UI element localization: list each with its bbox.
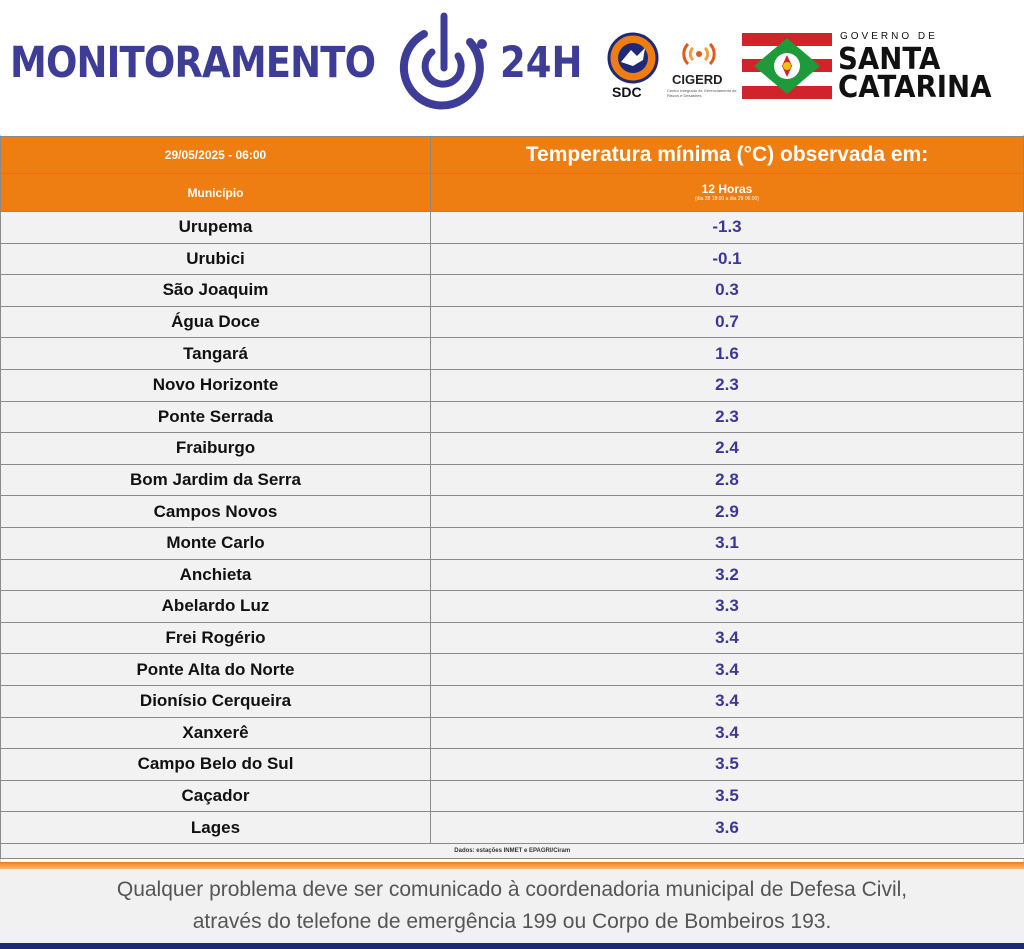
table-row: Monte Carlo 3.1 bbox=[0, 526, 1024, 560]
table-row: Urubici -0.1 bbox=[0, 242, 1024, 276]
table-row: Novo Horizonte 2.3 bbox=[0, 368, 1024, 402]
brand-title: MONITORAMENTO bbox=[10, 38, 376, 88]
cigerd-subtitle: Centro Integrado de Gerenciamento de Ris… bbox=[667, 88, 737, 98]
sdc-label: SDC bbox=[612, 84, 642, 100]
report-date: 29/05/2025 - 06:00 bbox=[0, 136, 431, 174]
municipio-name: Frei Rogério bbox=[0, 621, 431, 655]
table-row: Lages 3.6 bbox=[0, 811, 1024, 844]
temperature-value: 2.9 bbox=[430, 495, 1024, 528]
municipio-name: Ponte Serrada bbox=[0, 400, 431, 434]
temperature-value: 3.4 bbox=[430, 621, 1024, 655]
temperature-value: -1.3 bbox=[430, 211, 1024, 244]
column-header-municipio: Município bbox=[0, 173, 431, 212]
municipio-name: Caçador bbox=[0, 779, 431, 813]
temperature-value: 3.5 bbox=[430, 748, 1024, 781]
footer-notice: Qualquer problema deve ser comunicado à … bbox=[0, 869, 1024, 943]
table-row: Tangará 1.6 bbox=[0, 337, 1024, 370]
sdc-logo-icon bbox=[607, 32, 659, 84]
municipio-name: Campo Belo do Sul bbox=[0, 748, 431, 781]
temperature-value: 3.3 bbox=[430, 590, 1024, 623]
temperature-value: 3.5 bbox=[430, 779, 1024, 813]
municipio-name: Fraiburgo bbox=[0, 432, 431, 465]
temperature-value: 2.3 bbox=[430, 400, 1024, 434]
municipio-name: Urupema bbox=[0, 211, 431, 244]
orange-divider bbox=[0, 862, 1024, 869]
table-row: Ponte Serrada 2.3 bbox=[0, 400, 1024, 434]
temperature-value: 2.3 bbox=[430, 368, 1024, 402]
temperature-value: 2.4 bbox=[430, 432, 1024, 465]
municipio-name: Abelardo Luz bbox=[0, 590, 431, 623]
temperature-value: 0.3 bbox=[430, 274, 1024, 307]
table-row: Anchieta 3.2 bbox=[0, 558, 1024, 592]
temperature-value: 3.4 bbox=[430, 716, 1024, 750]
temperature-value: 3.4 bbox=[430, 653, 1024, 686]
data-source-note: Dados: estações INMET e EPAGRI/Ciram bbox=[0, 842, 1024, 859]
temperature-value: 1.6 bbox=[430, 337, 1024, 370]
table-row: Dionísio Cerqueira 3.4 bbox=[0, 684, 1024, 718]
cigerd-label: CIGERD bbox=[672, 72, 723, 87]
gov-label-line2: CATARINA bbox=[838, 70, 992, 105]
table-body: Urupema -1.3 Urubici -0.1 São Joaquim 0.3 Água… bbox=[0, 211, 1024, 844]
temperature-value: -0.1 bbox=[430, 242, 1024, 276]
municipio-name: Bom Jardim da Serra bbox=[0, 463, 431, 497]
municipio-name: Xanxerê bbox=[0, 716, 431, 750]
municipio-name: São Joaquim bbox=[0, 274, 431, 307]
table-row: Abelardo Luz 3.3 bbox=[0, 590, 1024, 623]
table-title: Temperatura mínima (°C) observada em: bbox=[430, 136, 1024, 174]
table-row: Caçador 3.5 bbox=[0, 779, 1024, 813]
gov-label-small: GOVERNO DE bbox=[840, 31, 938, 42]
municipio-name: Campos Novos bbox=[0, 495, 431, 528]
header: MONITORAMENTO 24H SDC CIGERD Centro Inte… bbox=[0, 0, 1024, 135]
source-row: Dados: estações INMET e EPAGRI/Ciram bbox=[0, 842, 1024, 859]
temperature-table: 29/05/2025 - 06:00 Temperatura mínima (°… bbox=[0, 136, 1024, 859]
column-header-period: 12 Horas (dia 28 18:00 a dia 29 06:00) bbox=[430, 173, 1024, 212]
period-label: 12 Horas bbox=[701, 182, 753, 196]
temperature-value: 3.1 bbox=[430, 526, 1024, 560]
municipio-name: Novo Horizonte bbox=[0, 368, 431, 402]
table-row: Frei Rogério 3.4 bbox=[0, 621, 1024, 655]
brand-24h: 24H bbox=[500, 38, 583, 88]
municipio-name: Dionísio Cerqueira bbox=[0, 684, 431, 718]
municipio-name: Água Doce bbox=[0, 305, 431, 339]
temperature-value: 0.7 bbox=[430, 305, 1024, 339]
municipio-name: Anchieta bbox=[0, 558, 431, 592]
bottom-bar bbox=[0, 943, 1024, 949]
footer-line-2: através do telefone de emergência 199 ou… bbox=[192, 910, 832, 933]
temperature-value: 3.4 bbox=[430, 684, 1024, 718]
table-row: Fraiburgo 2.4 bbox=[0, 432, 1024, 465]
municipio-name: Tangará bbox=[0, 337, 431, 370]
temperature-value: 3.2 bbox=[430, 558, 1024, 592]
table-row: Campo Belo do Sul 3.5 bbox=[0, 748, 1024, 781]
gov-label-line1: SANTA bbox=[838, 42, 941, 77]
table-row: Campos Novos 2.9 bbox=[0, 495, 1024, 528]
temperature-value: 2.8 bbox=[430, 463, 1024, 497]
table-row: Urupema -1.3 bbox=[0, 211, 1024, 244]
municipio-name: Urubici bbox=[0, 242, 431, 276]
table-row: Bom Jardim da Serra 2.8 bbox=[0, 463, 1024, 497]
temperature-value: 3.6 bbox=[430, 811, 1024, 844]
table-row: Ponte Alta do Norte 3.4 bbox=[0, 653, 1024, 686]
municipio-name: Ponte Alta do Norte bbox=[0, 653, 431, 686]
monitoring-power-icon bbox=[399, 12, 487, 110]
table-row: Xanxerê 3.4 bbox=[0, 716, 1024, 750]
table-row: São Joaquim 0.3 bbox=[0, 274, 1024, 307]
municipio-name: Monte Carlo bbox=[0, 526, 431, 560]
santa-catarina-flag-icon bbox=[742, 33, 832, 99]
table-header-row: 29/05/2025 - 06:00 Temperatura mínima (°… bbox=[0, 136, 1024, 174]
footer-line-1: Qualquer problema deve ser comunicado à … bbox=[116, 878, 908, 901]
cigerd-signal-icon bbox=[682, 42, 716, 66]
municipio-name: Lages bbox=[0, 811, 431, 844]
period-sublabel: (dia 28 18:00 a dia 29 06:00) bbox=[695, 196, 759, 202]
column-header-row: Município 12 Horas (dia 28 18:00 a dia 2… bbox=[0, 173, 1024, 212]
table-row: Água Doce 0.7 bbox=[0, 305, 1024, 339]
